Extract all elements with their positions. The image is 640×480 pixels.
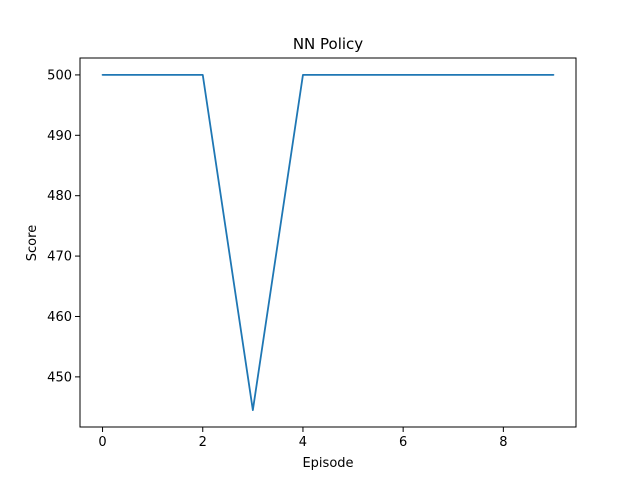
y-tick-label: 450 bbox=[47, 370, 72, 385]
data-series-layer bbox=[101, 74, 555, 411]
y-axis-label: Score bbox=[25, 225, 40, 261]
x-axis-label: Episode bbox=[302, 456, 353, 471]
y-tick-label: 470 bbox=[47, 250, 72, 265]
y-axis-ticks: 450 460 470 480 490 500 bbox=[47, 68, 80, 385]
x-tick-label: 0 bbox=[98, 435, 106, 450]
y-tick-label: 490 bbox=[47, 129, 72, 144]
plot-area bbox=[80, 58, 576, 427]
y-tick-label: 480 bbox=[47, 189, 72, 204]
x-tick-label: 2 bbox=[199, 435, 207, 450]
y-tick-label: 460 bbox=[47, 310, 72, 325]
score-series-line bbox=[101, 74, 555, 411]
x-tick-label: 6 bbox=[399, 435, 407, 450]
chart-title: NN Policy bbox=[293, 35, 363, 53]
y-tick-label: 500 bbox=[47, 68, 72, 83]
x-axis-ticks: 0 2 4 6 8 bbox=[98, 427, 507, 450]
plot-frame bbox=[79, 57, 577, 428]
x-tick-label: 8 bbox=[499, 435, 507, 450]
x-tick-label: 4 bbox=[299, 435, 307, 450]
